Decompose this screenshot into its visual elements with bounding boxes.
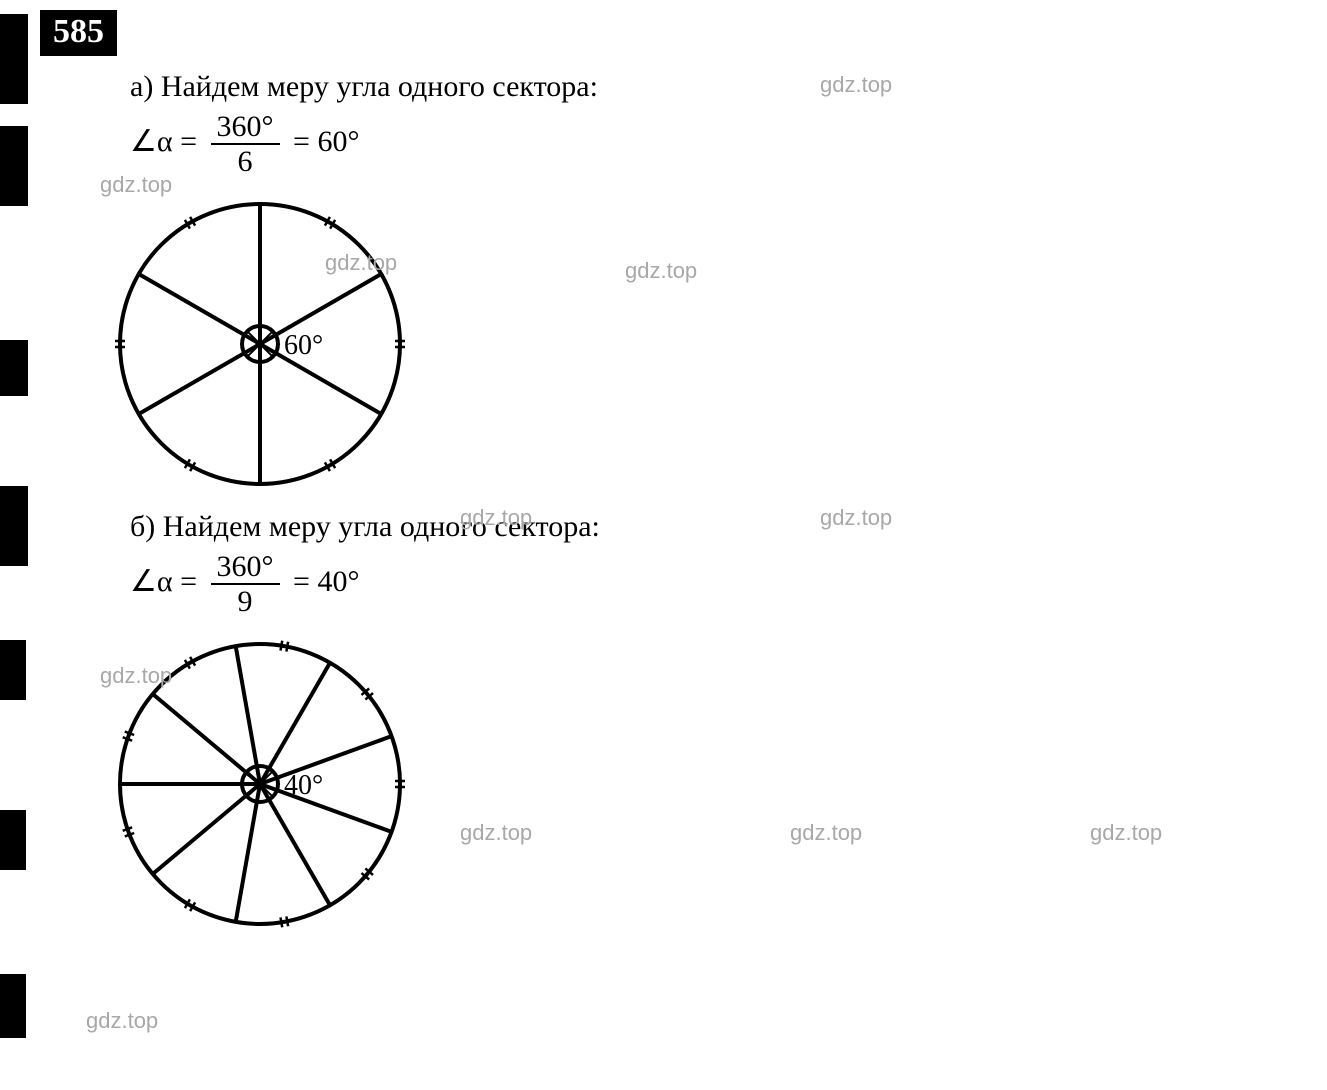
part-b-diagram: 40° xyxy=(100,624,1297,944)
scan-edge-bar xyxy=(0,974,26,1038)
part-a-text: Найдем меру угла одного сектора: xyxy=(161,70,598,103)
scan-edge-bar xyxy=(0,340,28,396)
part-a-heading: а) Найдем меру угла одного сектора: xyxy=(130,70,1297,104)
fraction-denominator: 6 xyxy=(211,145,280,178)
watermark-text: gdz.top xyxy=(86,1008,158,1034)
angle-symbol: ∠α = xyxy=(130,565,197,598)
sector-circle-b: 40° xyxy=(100,624,420,944)
part-a-label: а) xyxy=(130,70,153,103)
part-b-formula: ∠α = 360° 9 = 40° xyxy=(130,550,1297,618)
part-b-heading: б) Найдем меру угла одного сектора: xyxy=(130,510,1297,544)
problem-number: 585 xyxy=(40,10,117,56)
part-b-label: б) xyxy=(130,510,155,543)
scan-edge-bar xyxy=(0,14,28,104)
scan-edge-bar xyxy=(0,810,26,870)
scan-edge-bar xyxy=(0,486,28,566)
part-a-diagram: 60° xyxy=(100,184,1297,504)
fraction: 360° 6 xyxy=(211,110,280,178)
equals: = xyxy=(293,565,317,598)
part-a-formula: ∠α = 360° 6 = 60° xyxy=(130,110,1297,178)
svg-text:40°: 40° xyxy=(284,770,323,801)
fraction-numerator: 360° xyxy=(211,550,280,585)
result: 60° xyxy=(317,125,359,158)
fraction-denominator: 9 xyxy=(211,585,280,618)
fraction: 360° 9 xyxy=(211,550,280,618)
fraction-numerator: 360° xyxy=(211,110,280,145)
page: 585 а) Найдем меру угла одного сектора: … xyxy=(0,0,1327,1090)
part-b-text: Найдем меру угла одного сектора: xyxy=(163,510,600,543)
sector-circle-a: 60° xyxy=(100,184,420,504)
scan-edge-bar xyxy=(0,640,26,700)
svg-text:60°: 60° xyxy=(284,330,323,361)
equals: = xyxy=(293,125,317,158)
angle-symbol: ∠α = xyxy=(130,125,197,158)
result: 40° xyxy=(317,565,359,598)
scan-edge-bar xyxy=(0,126,28,206)
